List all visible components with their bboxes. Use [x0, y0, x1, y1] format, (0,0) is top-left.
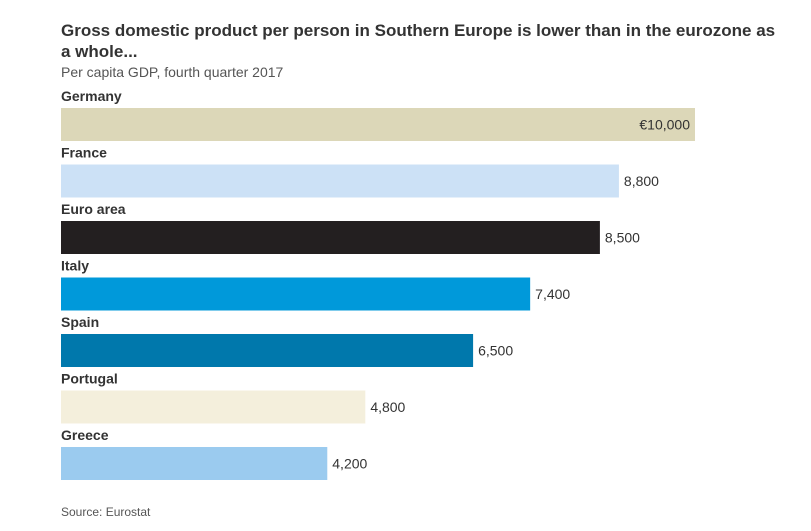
- value-label: 8,500: [605, 230, 640, 246]
- chart-subtitle: Per capita GDP, fourth quarter 2017: [61, 64, 284, 80]
- value-label: 7,400: [535, 286, 570, 302]
- value-label: 6,500: [478, 343, 513, 359]
- bar: [61, 164, 619, 198]
- category-label: Spain: [61, 314, 99, 330]
- source-note: Source: Eurostat: [61, 505, 151, 519]
- category-label: France: [61, 145, 107, 161]
- value-label: 8,800: [624, 173, 659, 189]
- category-label: Greece: [61, 427, 109, 443]
- category-label: Italy: [61, 258, 89, 274]
- bar: [61, 334, 474, 367]
- bar: [61, 221, 600, 254]
- category-label: Portugal: [61, 371, 118, 387]
- value-label: 4,200: [332, 456, 367, 472]
- category-label: Euro area: [61, 201, 126, 217]
- bar-chart: Germany €10,000 France 8,800 Euro area 8,500 I…: [61, 88, 695, 480]
- bar: [61, 277, 531, 311]
- bar: [61, 108, 695, 141]
- value-label: 4,800: [370, 399, 405, 415]
- category-label: Germany: [61, 88, 122, 104]
- chart-title: Gross domestic product per person in Sou…: [61, 21, 776, 61]
- bar: [61, 390, 366, 424]
- bar: [61, 447, 328, 480]
- value-label: €10,000: [639, 117, 690, 133]
